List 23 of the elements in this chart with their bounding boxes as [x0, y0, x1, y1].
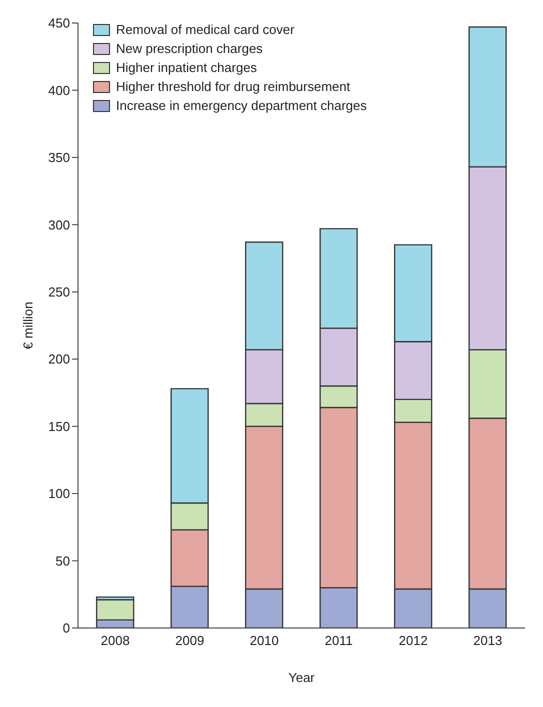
- x-tick-label: 2011: [324, 633, 353, 648]
- y-tick-label: 50: [56, 553, 70, 568]
- y-tick-label: 100: [48, 486, 70, 502]
- y-tick-label: 350: [48, 150, 70, 166]
- y-tick-label: 300: [48, 217, 70, 232]
- legend-label: Higher inpatient charges: [116, 60, 257, 75]
- x-tick-label: 2012: [398, 633, 428, 648]
- y-tick-label: 400: [48, 82, 70, 98]
- y-tick-label: 200: [48, 352, 70, 367]
- legend-label: New prescription charges: [116, 41, 263, 56]
- legend-label: Higher threshold for drug reimbursement: [116, 79, 350, 94]
- x-axis-title: Year: [288, 670, 316, 685]
- legend-label: Removal of medical card cover: [116, 22, 294, 37]
- y-axis-title: € million: [20, 302, 36, 350]
- y-tick-label: 0: [62, 620, 70, 636]
- x-tick-label: 2013: [473, 633, 502, 648]
- x-tick-label: 2008: [100, 633, 130, 648]
- y-tick-label: 450: [48, 16, 70, 31]
- x-tick-label: 2010: [250, 633, 279, 648]
- x-tick-label: 2009: [175, 633, 204, 648]
- y-tick-label: 250: [48, 284, 70, 300]
- legend-label: Increase in emergency department charges: [116, 98, 367, 113]
- y-tick-label: 150: [48, 418, 70, 434]
